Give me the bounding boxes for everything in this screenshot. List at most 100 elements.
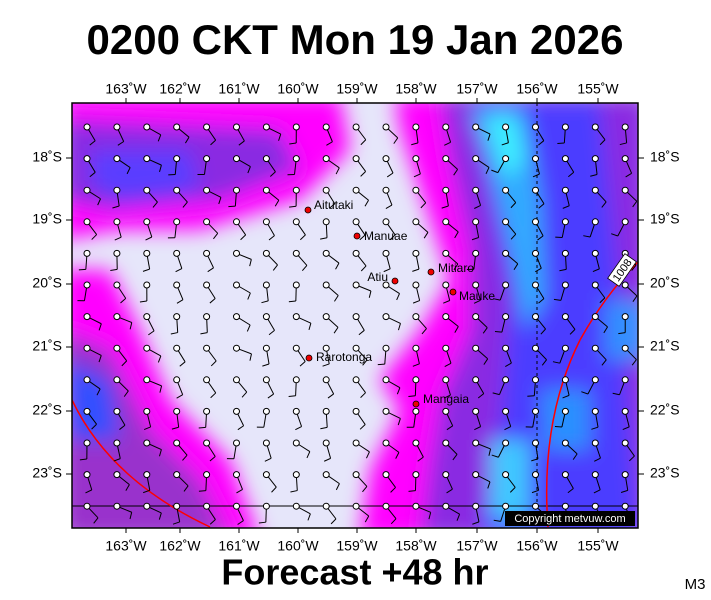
barb-flag [237,425,244,431]
barb-station [173,313,181,321]
map-frame [71,102,639,529]
barb-flag [360,265,367,272]
barb-flag [487,481,491,489]
barb-flag [289,142,297,145]
barb-station [502,502,510,510]
barb-station [472,439,480,447]
barb-flag [393,137,399,144]
barb-station [262,186,270,194]
barb-flag [183,485,189,492]
lat-label-right: 23˚S [650,465,680,481]
barb-flag [213,233,219,240]
barb-flag [485,167,490,174]
barb-flag [491,169,499,174]
barb-station [561,155,569,163]
barb-flag [142,268,150,272]
barb-station [621,155,629,163]
lat-label-left: 19˚S [32,211,62,227]
barb-station [382,407,390,415]
barb-flag [176,299,184,304]
barb-flag [323,457,331,462]
barb-station [352,186,360,194]
barb-flag [446,425,453,431]
barb-station [561,281,569,289]
barb-station [203,313,211,321]
barb-station [382,123,390,131]
barb-station [502,344,510,352]
barb-flag [334,295,339,302]
barb-station [83,186,91,194]
barb-flag [454,326,459,333]
barb-station [203,471,211,479]
barb-flag [301,265,308,272]
barb-station [173,186,181,194]
barb-flag [501,142,509,146]
barb-flag [182,201,188,208]
lat-label-left: 22˚S [32,402,62,418]
barb-station [173,471,181,479]
barb-station [173,376,181,384]
copyright: Copyright metvuw.com [514,513,625,525]
barb-station [412,471,420,479]
lon-label-top: 157˚W [456,81,498,97]
barb-station [143,471,151,479]
barb-flag [408,490,416,492]
barb-station [472,281,480,289]
barb-station [591,313,599,321]
barb-flag [364,199,369,207]
barb-flag [397,418,401,426]
barb-flag [79,458,87,461]
lon-label-top: 156˚W [516,81,558,97]
barb-flag [159,164,162,172]
barb-station [143,407,151,415]
barb-flag [552,361,560,364]
barb-station [591,281,599,289]
barb-flag [148,330,155,336]
barb-flag [396,387,401,395]
barb-station [262,344,270,352]
barb-flag [360,392,366,398]
lon-label-top: 161˚W [218,81,260,97]
barb-station [143,502,151,510]
barb-flag [320,426,328,430]
barb-station [322,313,330,321]
barb-flag [97,198,101,206]
place-label: Mangaia [423,392,469,406]
barb-station [532,439,539,447]
barb-flag [93,517,99,524]
barb-station [561,186,569,194]
island [449,288,457,296]
barb-station [412,313,420,321]
barb-flag [210,139,217,146]
barb-flag [274,200,280,207]
barb-station [621,471,629,479]
map-field [72,103,638,528]
barb-flag [593,489,601,494]
barb-station [322,502,330,510]
barb-station [143,218,151,226]
barb-station [621,344,629,352]
barb-station [322,186,330,194]
barb-flag [509,487,516,493]
barb-station [382,439,390,447]
barb-station [113,313,121,321]
barb-flag [113,458,121,462]
barb-station [203,186,211,194]
barb-station [621,218,629,226]
barb-flag [390,487,396,493]
barb-station [322,407,330,415]
barb-station [292,407,300,415]
barb-flag [152,201,158,208]
barb-flag [389,234,396,241]
lat-label-right: 21˚S [650,338,680,354]
barb-flag [493,298,501,301]
barb-flag [322,363,330,367]
barb-flag [534,267,542,273]
barb-station [292,123,300,131]
barb-station [83,407,91,415]
lat-label-left: 18˚S [32,149,62,165]
barb-flag [531,458,539,462]
barb-station [502,471,510,479]
barb-station [352,218,360,226]
barb-station [322,155,330,163]
